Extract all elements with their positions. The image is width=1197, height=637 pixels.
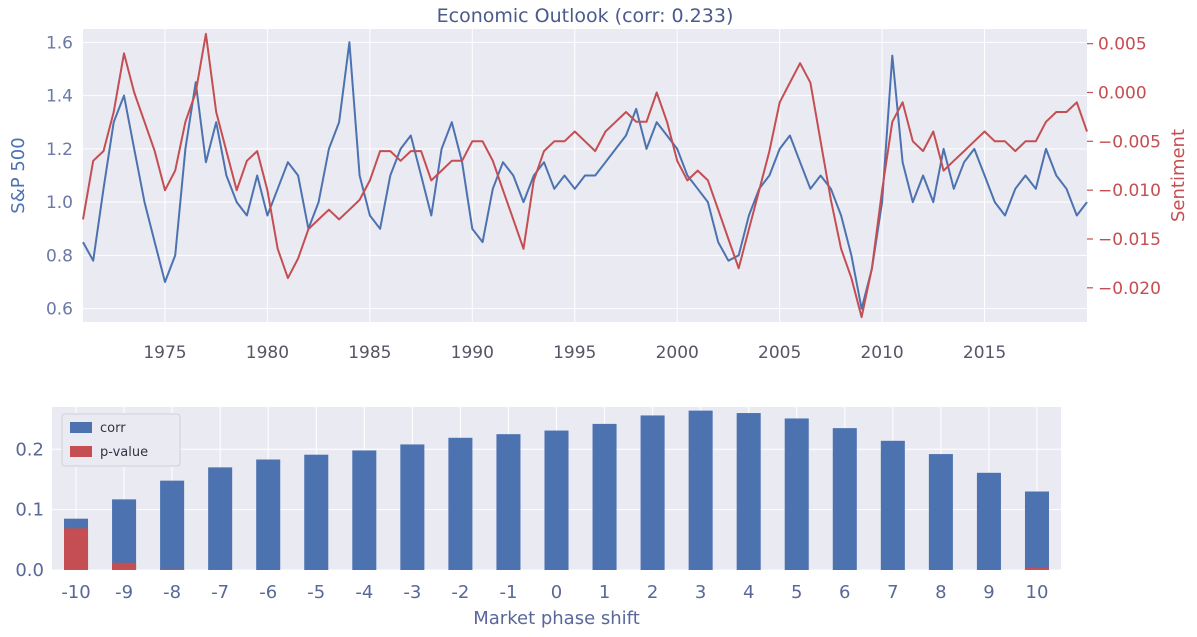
top-right-y-tick-label: −0.005: [1098, 132, 1161, 152]
corr-bar: [928, 454, 953, 570]
corr-bar: [784, 418, 809, 570]
top-left-y-tick-label: 0.6: [46, 300, 73, 320]
bottom-y-tick-label: 0.0: [15, 560, 44, 581]
top-x-tick-label: 2000: [656, 343, 699, 363]
left-y-axis-label: S&P 500: [8, 137, 29, 213]
bottom-x-tick-label: -1: [499, 582, 517, 603]
corr-bar: [352, 450, 377, 570]
corr-bar: [880, 440, 905, 570]
sentiment-series-line: [82, 32, 1088, 319]
corr-bar: [832, 428, 857, 570]
corr-bar: [256, 459, 281, 570]
p-value-bar: [208, 569, 233, 570]
bottom-y-tick-labels: 0.0 0.1 0.2: [15, 439, 44, 581]
corr-bar: [400, 444, 425, 570]
top-x-tick-labels: 1975 1980 1985 1990 1995 2000 2005 2010 2015: [143, 343, 1006, 363]
bottom-x-tick-label: -8: [163, 582, 181, 603]
top-x-tick-label: 1975: [143, 343, 186, 363]
bottom-y-tick-label: 0.2: [15, 439, 44, 460]
bottom-x-tick-label: 7: [887, 582, 898, 603]
corr-bar: [160, 480, 185, 570]
bottom-bars: [64, 410, 1049, 570]
top-left-y-tick-label: 1.4: [46, 87, 73, 107]
bottom-x-tick-label: -3: [403, 582, 421, 603]
bottom-x-tick-label: -5: [307, 582, 325, 603]
bottom-x-tick-label: 1: [599, 582, 610, 603]
corr-bar: [976, 472, 1001, 570]
bottom-x-tick-label: 9: [983, 582, 994, 603]
bottom-chart: -10 -9 -8 -7 -6 -5 -4 -3 -2 -1 0 1 2 3 4 5 6 7 8 9 10 0.00.1…: [15, 407, 1061, 629]
corr-bar: [1024, 491, 1049, 570]
top-x-tick-label: 1980: [246, 343, 289, 363]
bottom-x-tick-label: -7: [211, 582, 229, 603]
corr-bar: [544, 430, 569, 570]
bottom-x-tick-label: -10: [61, 582, 90, 603]
bottom-x-tick-label: 6: [839, 582, 850, 603]
top-right-y-tick-label: −0.010: [1098, 181, 1161, 201]
bottom-x-tick-label: -9: [115, 582, 133, 603]
corr-bar: [688, 410, 713, 570]
corr-bar: [640, 415, 665, 570]
bottom-x-tick-label: -6: [259, 582, 277, 603]
bottom-x-tick-label: 3: [695, 582, 706, 603]
top-left-y-tick-label: 0.8: [46, 246, 73, 266]
top-x-tick-label: 2015: [963, 343, 1006, 363]
bottom-x-tick-label: 0: [551, 582, 562, 603]
bottom-x-tick-label: -4: [355, 582, 373, 603]
p-value-bar: [160, 568, 185, 570]
right-y-axis-label: Sentiment: [1168, 129, 1189, 222]
top-left-y-tick-labels: 0.6 0.8 1.0 1.2 1.4 1.6: [46, 33, 73, 319]
bottom-x-tick-label: 8: [935, 582, 946, 603]
top-right-y-tick-label: −0.015: [1098, 230, 1161, 250]
legend-label-p-value: p-value: [100, 445, 148, 460]
top-right-y-tick-label: 0.000: [1098, 83, 1147, 103]
p-value-bar: [112, 562, 137, 570]
top-x-tick-label: 1985: [348, 343, 391, 363]
top-chart: 1975 1980 1985 1990 1995 2000 2005 2010 2015 0.6…: [8, 5, 1189, 363]
p-value-bar: [1024, 567, 1049, 570]
bottom-x-tick-label: 5: [791, 582, 802, 603]
p-value-bar: [64, 528, 89, 570]
legend-swatch-p-value: [70, 446, 92, 457]
legend-swatch-corr: [70, 422, 92, 433]
top-left-y-tick-label: 1.2: [46, 140, 73, 160]
bottom-x-tick-labels: -10 -9 -8 -7 -6 -5 -4 -3 -2 -1 0 1 2 3 4 5 6 7 8 9 10: [61, 582, 1048, 603]
corr-bar: [592, 423, 617, 570]
legend: corr p-value: [61, 413, 181, 467]
top-x-tick-label: 1995: [553, 343, 596, 363]
x-axis-label: Market phase shift: [473, 608, 640, 629]
sp500-series-line: [82, 41, 1088, 310]
bottom-x-tick-label: 4: [743, 582, 754, 603]
top-right-y-tick-label: 0.005: [1098, 35, 1147, 55]
top-x-tick-label: 1990: [451, 343, 494, 363]
top-x-tick-label: 2010: [860, 343, 903, 363]
legend-label-corr: corr: [100, 421, 126, 436]
top-grid: [83, 29, 1087, 322]
corr-bar: [496, 434, 521, 570]
chart-title: Economic Outlook (corr: 0.233): [437, 5, 734, 27]
top-right-y-tick-labels: 0.005 0.000 −0.005 −0.010 −0.015 −0.020: [1087, 35, 1161, 299]
bottom-y-tick-label: 0.1: [15, 500, 44, 521]
bottom-x-tick-label: -2: [451, 582, 469, 603]
corr-bar: [208, 467, 233, 570]
top-right-y-tick-label: −0.020: [1098, 279, 1161, 299]
bottom-x-tick-label: 2: [647, 582, 658, 603]
top-left-y-tick-label: 1.6: [46, 33, 73, 53]
top-x-tick-label: 2005: [758, 343, 801, 363]
corr-bar: [448, 437, 473, 570]
corr-bar: [736, 413, 761, 570]
bottom-x-tick-label: 10: [1026, 582, 1049, 603]
top-left-y-tick-label: 1.0: [46, 193, 73, 213]
corr-bar: [304, 454, 329, 570]
corr-bar: [112, 499, 137, 570]
